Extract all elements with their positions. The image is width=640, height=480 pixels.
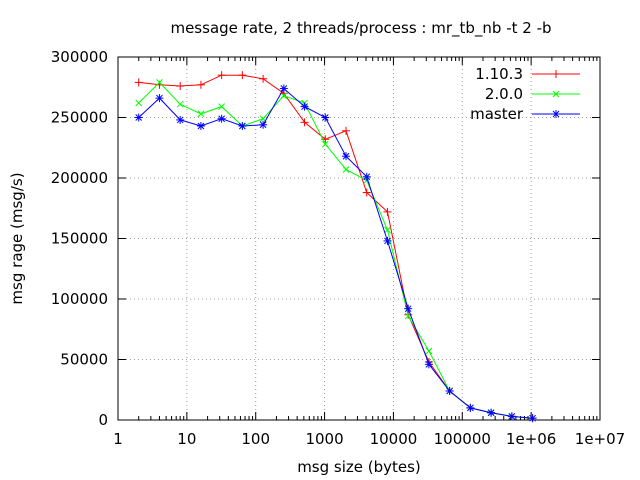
series-line xyxy=(138,74,533,419)
y-tick-label: 100000 xyxy=(51,290,108,308)
series-line xyxy=(138,87,533,419)
data-point xyxy=(528,414,537,423)
legend-marker xyxy=(552,90,560,98)
legend-marker xyxy=(552,110,560,118)
data-point xyxy=(197,110,205,118)
x-tick-label: 100000 xyxy=(434,430,491,448)
data-point xyxy=(259,74,268,83)
y-tick-label: 300000 xyxy=(51,48,108,66)
data-point xyxy=(383,236,392,245)
data-point xyxy=(487,408,496,417)
data-point xyxy=(425,347,433,355)
legend-label: master xyxy=(470,105,524,123)
data-point xyxy=(300,102,309,111)
data-point xyxy=(342,126,351,135)
data-point xyxy=(196,121,205,130)
data-point xyxy=(134,113,143,122)
data-point xyxy=(342,152,351,161)
data-point xyxy=(342,166,350,173)
x-tick-label: 1e+07 xyxy=(575,430,625,448)
data-point xyxy=(176,82,185,91)
legend: 1.10.3 2.0.0 master xyxy=(470,65,580,123)
y-tick-label: 250000 xyxy=(51,109,108,127)
data-point xyxy=(507,412,516,421)
data-point xyxy=(176,100,184,108)
data-point xyxy=(321,140,329,148)
legend-item: 1.10.3 xyxy=(475,65,580,83)
data-point xyxy=(217,71,226,80)
y-axis-title: msg rage (msg/s) xyxy=(8,172,26,304)
axis-ticks: 1 10 100 1000 10000 100000 1e+06 1e+07 0 50000 100… xyxy=(51,48,625,448)
data-point xyxy=(238,121,247,130)
x-tick-label: 1e+06 xyxy=(506,430,556,448)
y-tick-label: 200000 xyxy=(51,169,108,187)
legend-marker xyxy=(552,70,560,78)
data-point xyxy=(134,78,143,87)
data-point xyxy=(135,99,143,107)
legend-label: 1.10.3 xyxy=(475,65,523,83)
data-point xyxy=(362,188,371,197)
data-point xyxy=(424,360,433,369)
x-tick-label: 10 xyxy=(177,430,196,448)
data-point xyxy=(404,304,413,313)
data-point xyxy=(279,84,288,93)
y-tick-label: 50000 xyxy=(60,351,108,369)
x-tick-label: 1 xyxy=(113,430,123,448)
legend-label: 2.0.0 xyxy=(485,85,523,103)
data-point xyxy=(321,113,330,122)
data-point xyxy=(217,114,226,123)
data-point xyxy=(445,386,454,395)
x-axis-title: msg size (bytes) xyxy=(297,458,421,476)
y-tick-label: 0 xyxy=(98,411,108,429)
legend-item: master xyxy=(470,105,580,123)
data-point xyxy=(383,207,392,216)
data-point xyxy=(300,118,309,127)
grid-lines xyxy=(118,57,600,420)
data-point xyxy=(155,94,164,103)
data-point xyxy=(466,403,475,412)
data-point xyxy=(156,79,163,86)
data-point xyxy=(362,172,371,181)
x-tick-label: 10000 xyxy=(370,430,418,448)
x-tick-label: 1000 xyxy=(305,430,343,448)
series-2-0-0 xyxy=(135,79,536,422)
series-line xyxy=(138,81,533,419)
y-tick-label: 150000 xyxy=(51,230,108,248)
series-master xyxy=(134,84,537,423)
legend-item: 2.0.0 xyxy=(485,85,580,103)
data-point xyxy=(384,226,391,234)
data-point xyxy=(259,120,268,129)
data-point xyxy=(196,80,205,89)
data-point xyxy=(218,103,225,110)
data-point xyxy=(176,115,185,124)
series-lines xyxy=(134,71,537,423)
x-tick-label: 100 xyxy=(241,430,270,448)
data-point xyxy=(280,92,288,100)
data-point xyxy=(238,71,247,80)
chart-title: message rate, 2 threads/process : mr_tb_… xyxy=(170,19,551,38)
